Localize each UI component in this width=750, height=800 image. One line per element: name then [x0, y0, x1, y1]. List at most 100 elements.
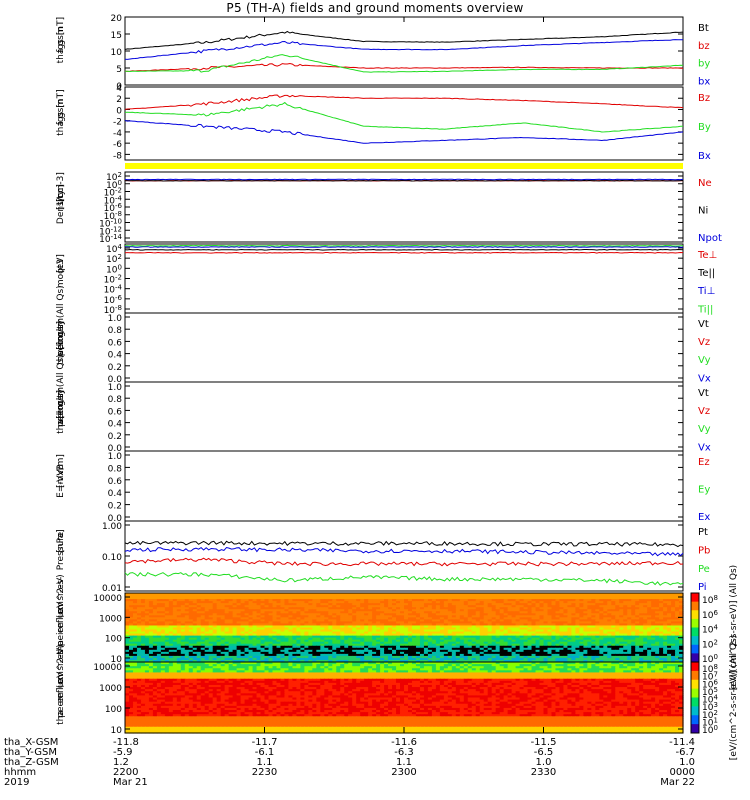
y-tick-label: 1.00	[102, 522, 122, 532]
colorbar-frame	[690, 661, 700, 734]
ephemeris-value: -11.5	[531, 737, 557, 748]
y-tick-label: 10-10	[99, 218, 122, 230]
colorbar-segment	[691, 706, 699, 716]
panel-pressure: 1.00 0.10 0.01 Pressure[nPa] Pt Pb Pe Pi	[56, 520, 710, 594]
colorbar-tick-label: 107	[702, 671, 718, 683]
legend-peir_velocity-2: Vy	[698, 355, 711, 366]
ephemeris-label: tha_Y-GSM	[4, 747, 57, 758]
ephemeris-value: 0000	[670, 767, 695, 778]
colorbar-tick-label: 102	[702, 638, 718, 650]
colorbar-segment	[691, 644, 699, 654]
y-axis-label-line: tha	[56, 49, 66, 64]
ephemeris-value: -6.1	[255, 747, 275, 758]
legend-fgs_gsm-1: bz	[698, 41, 710, 52]
colorbar-segment	[691, 627, 699, 637]
y-tick-label: 0.0	[108, 514, 123, 524]
y-axis-label-line: [nT]	[56, 89, 66, 107]
ephemeris-value: 1.0	[536, 757, 552, 768]
ephemeris-value: 1.1	[257, 757, 273, 768]
plot-frame	[124, 86, 684, 161]
y-axis-label-line: [km/s] (All Qs)	[56, 285, 66, 349]
y-tick-label: 5	[116, 65, 122, 75]
y-tick-label: 0.10	[102, 553, 122, 563]
y-axis-label-line: fgs	[56, 39, 66, 53]
series-fgs_gsm_comp-2	[124, 120, 684, 144]
ephemeris-value: -11.4	[669, 737, 695, 748]
legend-density-2: Npot	[698, 233, 722, 244]
y-axis-label-line: peir	[56, 628, 66, 646]
legend-density-0: Ne	[698, 178, 712, 189]
series-fgs_gsm_comp-1	[124, 101, 683, 133]
ephemeris-value: -6.7	[675, 747, 695, 758]
legend-pressure-3: Pi	[698, 582, 707, 593]
y-tick-label: 15	[111, 31, 122, 41]
y-tick-label: 0.8	[108, 464, 123, 474]
y-tick-label: 100	[106, 179, 122, 191]
y-axis-label-line: moqt3	[56, 259, 66, 288]
legend-temperature-2: Ti⊥	[697, 286, 715, 297]
legend-efield-0: Ez	[698, 457, 710, 468]
y-tick-label: 10-2	[104, 274, 122, 286]
ephemeris-value: -11.7	[252, 737, 278, 748]
quality-flag-bar	[125, 163, 683, 169]
y-tick-label: 10-8	[104, 304, 122, 316]
legend-fgs_gsm-2: by	[698, 59, 710, 70]
colorbar-segment	[691, 593, 699, 603]
y-axis-label-line: (cm^2-s-	[56, 577, 66, 619]
colorbar-tick-label: 101	[702, 716, 718, 728]
y-tick-label: 10-2	[104, 187, 122, 199]
legend-pressure-1: Pb	[698, 545, 710, 556]
ephemeris-value: -11.8	[113, 737, 139, 748]
y-axis-label-line: peir	[56, 338, 66, 356]
legend-peir_velocity-3: Vx	[698, 373, 711, 384]
y-tick-label: 0.0	[108, 375, 123, 385]
colorbar-label: [eV/(cm^2-s-sr-eV)] (All Qs)	[729, 565, 739, 690]
y-axis-label-line: [mV/m]	[56, 454, 66, 488]
plot-frame	[124, 171, 684, 243]
y-axis-label-line: tha	[56, 121, 66, 136]
y-axis-label-line: [nPa]	[56, 529, 66, 552]
series-fgs_gsm-3	[124, 39, 684, 60]
ephemeris-value: -6.3	[394, 747, 414, 758]
y-tick-label: 20	[111, 14, 123, 24]
plot-frame	[124, 450, 684, 522]
y-tick-label: 1.0	[108, 314, 123, 324]
y-axis-label-line: [km/s] (All Qs)	[56, 354, 66, 418]
series-fgs_gsm-1	[124, 62, 683, 72]
y-tick-label: 100	[106, 263, 122, 275]
ephemeris-value: 2300	[391, 767, 416, 778]
y-tick-label: 0	[116, 106, 122, 116]
y-tick-label: 4	[116, 84, 122, 94]
series-temperature-0	[124, 251, 684, 254]
y-axis-label-line: [cm-3]	[56, 172, 66, 202]
ephemeris-label: 2019	[4, 777, 29, 788]
y-tick-label: 10-14	[99, 233, 122, 245]
legend-fgs_gsm-3: bx	[698, 76, 710, 87]
y-axis-label: Density[1/cc][cm-3]	[56, 172, 66, 224]
y-axis-label-line: sr-eV)	[56, 644, 66, 670]
y-tick-label: 0.8	[108, 395, 123, 405]
ephemeris-value: 1.1	[396, 757, 412, 768]
colorbar-segment	[691, 610, 699, 620]
legend-temperature-3: Ti||	[697, 304, 713, 315]
y-tick-label: 0.4	[108, 420, 123, 430]
series-fgs_gsm-2	[125, 54, 684, 73]
ephemeris-value: 2200	[113, 767, 138, 778]
colorbar-tick-label: 108	[702, 663, 718, 675]
series-density-1	[124, 179, 684, 182]
ephemeris-value: Mar 21	[113, 777, 148, 788]
y-tick-label: -2	[113, 118, 122, 128]
legend-peer_velocity-1: Vz	[698, 406, 710, 417]
y-tick-label: -6	[113, 140, 122, 150]
colorbar-segment	[691, 601, 699, 611]
plot-frame	[124, 381, 684, 452]
y-tick-label: 1.0	[108, 383, 123, 393]
y-tick-label: 0.2	[108, 502, 122, 512]
y-axis-label-line: eV	[56, 601, 66, 614]
